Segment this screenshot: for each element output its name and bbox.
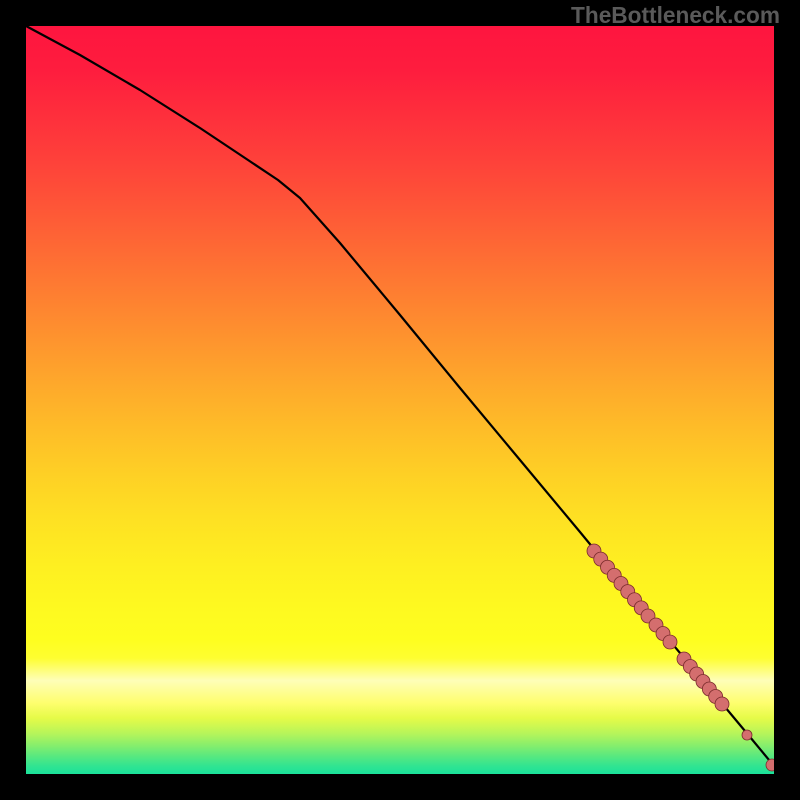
data-point [715,697,729,711]
border-right [774,0,800,800]
attribution-text: TheBottleneck.com [571,2,780,29]
border-left [0,0,26,800]
border-bottom [0,774,800,800]
chart-container: TheBottleneck.com [0,0,800,800]
data-point [742,730,752,740]
bottleneck-chart [0,0,800,800]
gradient-background [26,26,774,774]
data-point [663,635,677,649]
